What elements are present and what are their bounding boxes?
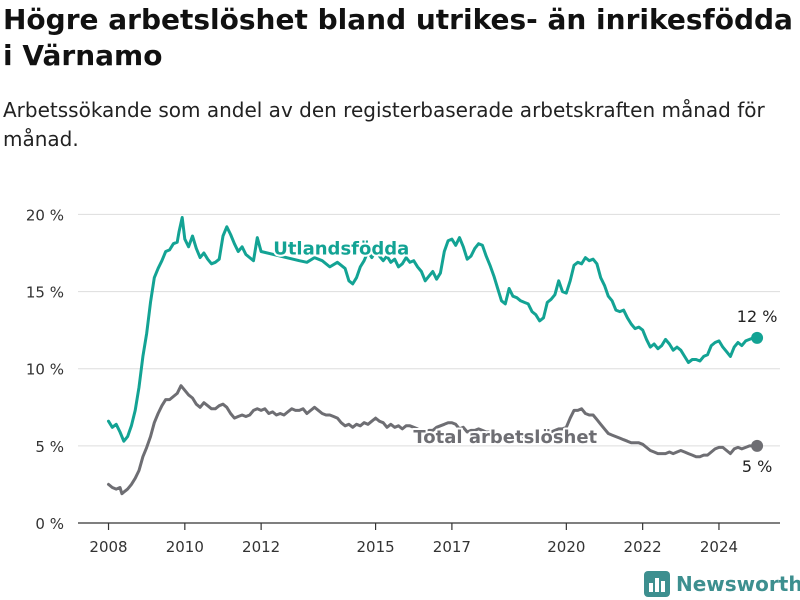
y-axis: 0 % 5 % 10 % 15 % 20 % [26, 206, 64, 533]
x-tick-label: 2010 [166, 538, 204, 556]
series-lines [107, 216, 755, 496]
series-line-0 [107, 216, 755, 443]
chart-subtitle: Arbetssökande som andel av den registerb… [3, 98, 765, 151]
chart-title: Högre arbetslöshet bland utrikes- än inr… [3, 3, 793, 72]
series-name-label: Total arbetslöshet [413, 427, 597, 448]
series-labels: 12 % Utlandsfödda 5 % Total arbetslöshet [271, 237, 778, 476]
y-tick-label: 0 % [35, 515, 64, 533]
series-end-marker [751, 439, 764, 452]
brand-logo: Newsworthy [644, 570, 800, 598]
x-tick-label: 2024 [700, 538, 738, 556]
x-axis: 2008 2010 2012 2015 2017 2020 2022 2024 [89, 523, 738, 556]
x-tick-label: 2015 [356, 538, 394, 556]
x-tick-label: 2012 [242, 538, 280, 556]
series-end-label: 12 % [737, 307, 778, 326]
x-tick-label: 2017 [433, 538, 471, 556]
y-tick-label: 15 % [26, 284, 64, 302]
bar-chart-logo-icon [644, 571, 670, 597]
y-tick-label: 5 % [35, 438, 64, 456]
brand-name: Newsworthy [676, 572, 800, 596]
x-tick-label: 2022 [624, 538, 662, 556]
series-name-label: Utlandsfödda [273, 239, 409, 260]
y-tick-label: 20 % [26, 206, 64, 224]
series-end-marker [751, 331, 764, 344]
x-tick-label: 2008 [89, 538, 127, 556]
gridlines [78, 213, 780, 524]
y-tick-label: 10 % [26, 361, 64, 379]
x-tick-label: 2020 [547, 538, 585, 556]
series-end-label: 5 % [742, 457, 772, 476]
series-line-1 [107, 384, 755, 496]
